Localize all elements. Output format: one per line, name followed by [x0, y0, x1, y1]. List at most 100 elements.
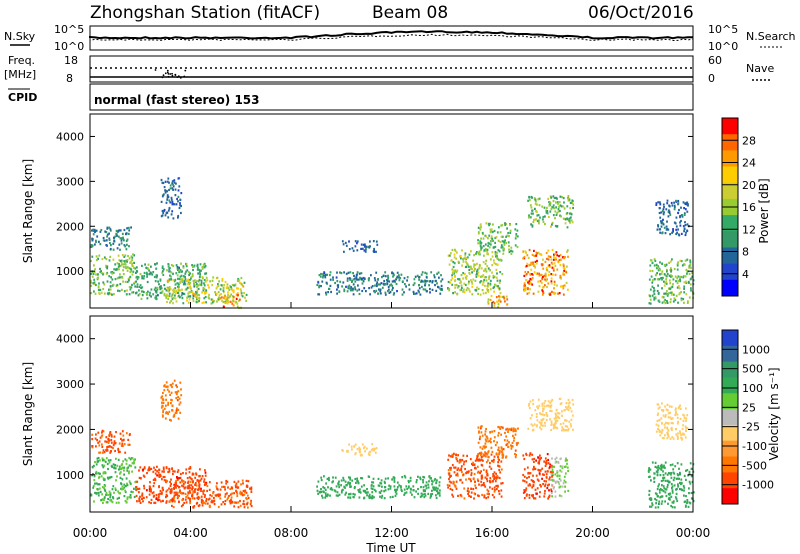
range-gate-cell: [239, 490, 242, 493]
range-gate-cell: [106, 280, 109, 283]
range-gate-cell: [491, 237, 494, 240]
range-gate-cell: [124, 261, 126, 265]
range-gate-cell: [484, 433, 486, 436]
colorbar-swatch: [722, 247, 738, 265]
range-gate-cell: [95, 445, 97, 448]
range-gate-cell: [667, 502, 669, 505]
range-gate-cell: [175, 272, 178, 275]
x-tick-label: 08:00: [274, 526, 309, 540]
range-gate-cell: [199, 468, 201, 471]
range-gate-cell: [179, 289, 182, 292]
range-gate-cell: [156, 262, 158, 265]
range-gate-cell: [94, 268, 96, 271]
range-gate-cell: [322, 486, 325, 489]
range-gate-cell: [666, 403, 669, 406]
range-gate-cell: [652, 279, 654, 282]
range-gate-cell: [195, 484, 198, 487]
range-gate-cell: [564, 485, 567, 488]
range-gate-cell: [242, 489, 245, 493]
range-gate-cell: [247, 506, 249, 509]
range-gate-cell: [450, 474, 452, 477]
range-gate-cell: [530, 261, 533, 264]
range-gate-cell: [688, 272, 691, 275]
range-gate-cell: [487, 490, 490, 493]
range-gate-cell: [680, 488, 683, 491]
range-gate-cell: [505, 443, 508, 446]
range-gate-cell: [660, 431, 663, 435]
range-gate-cell: [671, 275, 674, 278]
range-gate-cell: [539, 457, 542, 460]
range-gate-cell: [113, 440, 116, 443]
range-gate-cell: [453, 256, 456, 259]
range-gate-cell: [156, 470, 158, 473]
range-gate-cell: [97, 472, 100, 475]
range-gate-cell: [332, 276, 334, 279]
range-gate-cell: [409, 491, 412, 494]
range-gate-cell: [554, 264, 557, 267]
range-gate-cell: [530, 479, 533, 482]
range-gate-cell: [107, 467, 109, 471]
range-gate-cell: [224, 495, 226, 498]
x-tick-label: 00:00: [73, 526, 108, 540]
range-gate-cell: [536, 210, 538, 213]
range-gate-cell: [486, 480, 489, 483]
range-gate-cell: [477, 441, 480, 444]
range-gate-cell: [201, 475, 204, 478]
range-gate-cell: [486, 474, 489, 477]
range-gate-cell: [161, 414, 164, 417]
range-gate-cell: [100, 291, 103, 294]
range-gate-cell: [480, 458, 483, 461]
range-gate-cell: [165, 296, 168, 299]
range-gate-cell: [551, 483, 553, 487]
range-gate-cell: [198, 299, 200, 302]
range-gate-cell: [451, 248, 454, 252]
range-gate-cell: [680, 299, 683, 302]
colorbar-swatch: [722, 409, 738, 426]
range-gate-cell: [136, 500, 138, 503]
range-gate-cell: [129, 482, 132, 485]
range-gate-cell: [153, 275, 156, 279]
range-gate-cell: [121, 439, 123, 442]
range-gate-cell: [119, 248, 121, 251]
range-gate-cell: [90, 245, 93, 248]
range-gate-cell: [423, 476, 426, 479]
range-gate-cell: [101, 451, 104, 454]
range-gate-cell: [500, 244, 503, 247]
range-gate-cell: [98, 440, 101, 443]
range-gate-cell: [140, 290, 143, 293]
range-gate-cell: [162, 268, 165, 271]
range-gate-cell: [537, 251, 540, 254]
colorbar-tick-label: 24: [742, 157, 756, 170]
range-gate-cell: [492, 460, 495, 464]
range-gate-cell: [674, 275, 677, 278]
range-gate-cell: [425, 481, 428, 484]
range-gate-cell: [662, 213, 665, 216]
range-gate-cell: [690, 289, 692, 292]
range-gate-cell: [108, 461, 111, 464]
range-gate-cell: [684, 259, 687, 262]
range-gate-cell: [166, 195, 169, 198]
range-gate-cell: [184, 275, 186, 278]
range-gate-cell: [657, 266, 660, 269]
range-gate-cell: [403, 493, 406, 496]
range-gate-cell: [367, 279, 370, 282]
range-gate-cell: [667, 215, 670, 218]
range-gate-cell: [387, 285, 390, 289]
range-gate-cell: [679, 275, 681, 279]
range-gate-cell: [102, 273, 104, 276]
range-gate-cell: [464, 252, 467, 255]
range-gate-cell: [219, 497, 222, 500]
range-gate-cell: [243, 503, 246, 506]
range-gate-cell: [658, 406, 661, 409]
range-gate-cell: [421, 285, 423, 288]
range-gate-cell: [477, 232, 480, 235]
range-gate-cell: [128, 443, 131, 446]
range-gate-cell: [463, 257, 466, 260]
range-gate-cell: [525, 273, 528, 276]
range-gate-cell: [680, 482, 683, 485]
colorbar-tick-label: -1000: [742, 479, 774, 492]
range-gate-cell: [329, 278, 332, 281]
range-gate-cell: [562, 284, 565, 288]
range-gate-cell: [651, 261, 654, 265]
range-gate-cell: [224, 488, 226, 491]
